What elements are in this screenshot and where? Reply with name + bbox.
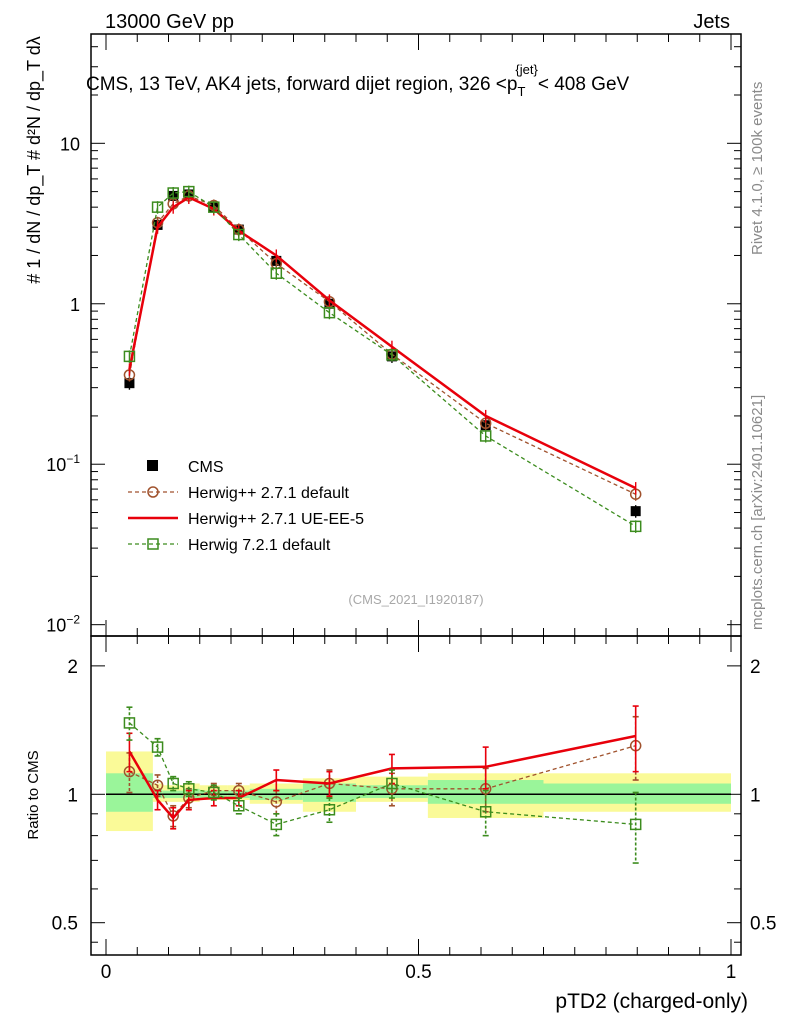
legend-label-herwig-7-2-1-default: Herwig 7.2.1 default	[188, 537, 331, 554]
mcplots-label: mcplots.cern.ch [arXiv:2401.10621]	[749, 395, 766, 630]
plot-title: CMS, 13 TeV, AK4 jets, forward dijet reg…	[86, 62, 630, 99]
main-point-herwig-7-2-1-default-6	[270, 267, 283, 279]
x-tick-label-1: 0.5	[405, 962, 431, 983]
rivet-version-label: Rivet 4.1.0, ≥ 100k events	[749, 82, 766, 255]
main-point-herwig-7-2-1-default-7	[323, 306, 336, 319]
ratio-point-herwig-7-2-1-default-7	[323, 803, 336, 816]
main-point-herwig-7-2-1-default-0	[123, 350, 136, 363]
main-ytick-label-base-3: 10	[46, 616, 66, 636]
header-left: 13000 GeV pp	[105, 11, 234, 33]
legend-label-cms: CMS	[188, 459, 224, 476]
ratio-ytick-label-right-0: 2	[750, 657, 761, 678]
main-y-axis-label: # 1 / dN / dp_T # d²N / dp_T dλ	[24, 36, 45, 283]
x-axis-label: pTD2 (charged-only)	[555, 990, 748, 1013]
watermark: (CMS_2021_I1920187)	[348, 592, 483, 607]
plot-title-sub: T	[517, 84, 525, 99]
ratio-point-herwig-7-2-1-default-3	[183, 783, 195, 795]
main-line-herwig-2-7-1-ue-ee-5	[128, 196, 637, 490]
main-point-herwig-7-2-1-default-5	[233, 228, 245, 241]
x-tick-label-2: 1	[726, 962, 737, 983]
ratio-series-layer	[123, 705, 642, 864]
plot-title-main: CMS, 13 TeV, AK4 jets, forward dijet reg…	[86, 74, 517, 95]
main-line-herwig-2-7-1-default	[128, 195, 636, 495]
main-line-herwig-7-2-1-default	[128, 190, 637, 527]
panel-frames	[90, 33, 742, 956]
plot-title-tail: < 408 GeV	[538, 74, 630, 95]
legend-label-herwig-2-7-1-ue-ee-5: Herwig++ 2.7.1 UE-EE-5	[188, 511, 364, 528]
main-point-herwig-7-2-1-default-1	[151, 201, 164, 213]
header-right: Jets	[693, 11, 730, 33]
ratio-point-herwig-7-2-1-default-1	[151, 741, 164, 753]
ratio-ytick-label-left-2: 0.5	[52, 914, 78, 935]
legend-label-herwig-2-7-1-default: Herwig++ 2.7.1 default	[188, 485, 350, 502]
ratio-ytick-label-right-1: 1	[750, 785, 761, 806]
x-tick-label-0: 0	[101, 962, 112, 983]
ratio-ytick-label-right-2: 0.5	[750, 914, 776, 935]
ratio-point-herwig-7-2-1-default-9	[479, 806, 492, 818]
main-point-herwig-7-2-1-default-9	[479, 430, 492, 442]
main-point-herwig-7-2-1-default-8	[386, 349, 398, 361]
legend: CMS Herwig++ 2.7.1 default Herwig++ 2.7.1 …	[128, 459, 364, 554]
main-series-layer	[123, 185, 642, 533]
ratio-point-herwig-7-2-1-default-5	[233, 800, 245, 812]
main-point-herwig-7-2-1-default-3	[183, 185, 195, 198]
ratio-point-herwig-7-2-1-default-6	[270, 818, 283, 831]
ratio-point-herwig-2-7-1-default-6	[270, 796, 283, 808]
main-point-cms-0	[124, 378, 135, 389]
main-ytick-label-base-0: 10	[60, 134, 80, 154]
ratio-point-herwig-7-2-1-default-10	[629, 818, 642, 831]
main-ytick-label-2: 10−1	[46, 452, 80, 475]
main-point-herwig-7-2-1-default-2	[167, 187, 179, 199]
ratio-point-herwig-7-2-1-default-8	[386, 777, 398, 790]
main-ytick-label-base-1: 1	[70, 295, 80, 315]
main-point-herwig-7-2-1-default-4	[208, 201, 220, 213]
main-ytick-label-base-2: 10	[46, 455, 66, 475]
main-ytick-label-3: 10−2	[46, 613, 80, 636]
main-ytick-label-exponent-3: −2	[66, 613, 80, 627]
ratio-point-herwig-7-2-1-default-2	[167, 777, 179, 790]
ratio-line-herwig-7-2-1-default	[129, 722, 636, 826]
ratio-ytick-label-left-0: 2	[67, 657, 78, 678]
ratio-point-herwig-7-2-1-default-0	[123, 717, 136, 729]
main-ytick-label-exponent-2: −1	[66, 452, 80, 466]
main-point-herwig-7-2-1-default-10	[629, 520, 642, 533]
main-point-cms-10	[630, 506, 641, 517]
main-ytick-label-1: 1	[70, 295, 80, 315]
main-ytick-label-0: 10	[60, 134, 80, 154]
ratio-point-herwig-7-2-1-default-4	[208, 786, 220, 799]
ratio-ytick-label-left-1: 1	[67, 785, 78, 806]
plot-title-sup: {jet}	[515, 62, 538, 77]
ratio-y-axis-label: Ratio to CMS	[25, 750, 42, 839]
legend-marker-herwig-7-2-1-default	[147, 538, 159, 550]
legend-marker-herwig-2-7-1-default	[147, 486, 159, 498]
ratio-panel-frame	[90, 635, 742, 956]
legend-marker-cms	[147, 460, 158, 471]
